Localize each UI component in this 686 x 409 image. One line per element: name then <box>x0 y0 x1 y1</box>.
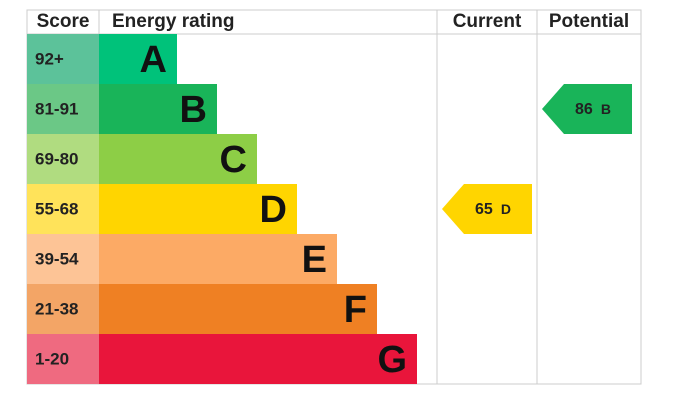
score-label: 92+ <box>35 49 64 68</box>
rating-bar <box>99 234 337 284</box>
score-cell <box>27 234 99 284</box>
rating-letter: D <box>260 189 287 231</box>
current-value: 65 <box>475 201 493 218</box>
rating-letter: A <box>140 39 167 81</box>
current-arrow <box>442 184 532 234</box>
score-cell <box>27 184 99 234</box>
potential-label: 86 B <box>575 101 611 119</box>
score-label: 81-91 <box>35 99 78 118</box>
rating-letter: C <box>220 139 247 181</box>
rating-bar <box>99 284 377 334</box>
potential-letter: B <box>601 101 611 117</box>
rating-bar <box>99 184 297 234</box>
score-label: 39-54 <box>35 249 79 268</box>
score-cell <box>27 84 99 134</box>
rating-bar <box>99 34 177 84</box>
score-cell <box>27 334 99 384</box>
potential-arrow <box>542 84 632 134</box>
score-label: 21-38 <box>35 299 78 318</box>
header-score: Score <box>37 11 90 32</box>
rating-bar <box>99 334 417 384</box>
score-label: 1-20 <box>35 349 69 368</box>
rating-bar <box>99 134 257 184</box>
score-label: 69-80 <box>35 149 78 168</box>
rating-letter: B <box>180 89 207 131</box>
score-cell <box>27 134 99 184</box>
rating-letter: E <box>302 239 327 281</box>
header-rating: Energy rating <box>112 11 234 32</box>
score-cell <box>27 34 99 84</box>
rating-bar <box>99 84 217 134</box>
score-cell <box>27 284 99 334</box>
current-label: 65 D <box>475 201 511 219</box>
header-potential: Potential <box>549 11 629 32</box>
potential-value: 86 <box>575 101 593 118</box>
header-current: Current <box>453 11 522 32</box>
current-letter: D <box>501 201 511 217</box>
rating-letter: G <box>377 339 407 381</box>
rating-letter: F <box>344 289 367 331</box>
score-label: 55-68 <box>35 199 78 218</box>
